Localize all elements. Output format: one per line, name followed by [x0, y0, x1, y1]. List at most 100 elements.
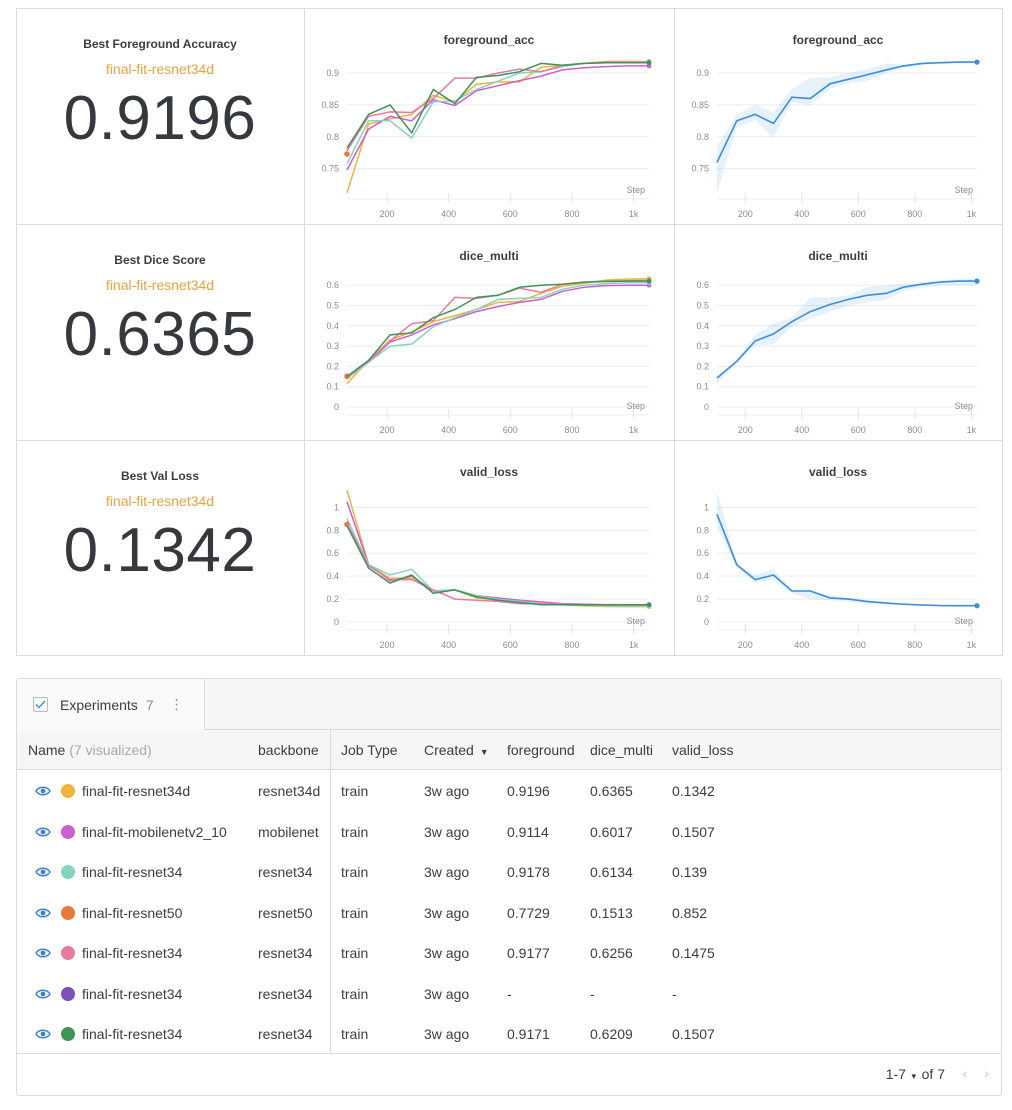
- cell-foreground: 0.9177: [507, 945, 550, 961]
- column-header-dice-multi[interactable]: dice_multi: [590, 742, 654, 758]
- table-row[interactable]: final-fit-mobilenetv2_10 mobilenet train 3w…: [17, 812, 1001, 852]
- x-tick-label: 600: [502, 640, 517, 650]
- cell-job-type: train: [341, 904, 369, 921]
- y-tick-label: 0.6: [326, 548, 339, 558]
- chart-panel-valid-loss-grouped[interactable]: valid_loss 0 0.2 0.4 0.6 0.8 1 200 400 600 800 1k S…: [673, 439, 1003, 656]
- x-axis-label: Step: [954, 401, 973, 411]
- run-name-link[interactable]: final-fit-resnet34: [82, 985, 183, 1002]
- series-line: [345, 277, 649, 384]
- chart-panel-dice-multi-grouped[interactable]: dice_multi 0 0.1 0.2 0.3 0.4 0.5 0.6 200 400 600 8…: [673, 223, 1003, 441]
- chart-panel-valid-loss-runs[interactable]: valid_loss 0 0.2 0.4 0.6 0.8 1 200 400 600 800 1k S…: [303, 439, 675, 656]
- series-point: [343, 150, 350, 157]
- table-row[interactable]: final-fit-resnet34 resnet34 train 3w ago 0.9…: [17, 1014, 1001, 1054]
- scalar-run-name: final-fit-resnet34d: [105, 60, 215, 77]
- cell-dice-multi: 0.6134: [590, 864, 633, 880]
- x-axis-label: Step: [626, 616, 645, 626]
- scalar-value: 0.9196: [63, 83, 257, 153]
- run-color-swatch[interactable]: [61, 905, 75, 920]
- run-name-link[interactable]: final-fit-resnet50: [82, 904, 183, 921]
- series-end-point: [973, 602, 980, 608]
- run-name-link[interactable]: final-fit-resnet34: [82, 864, 183, 880]
- cell-created: 3w ago: [424, 823, 470, 840]
- x-tick-label: 600: [850, 640, 865, 650]
- cell-job-type: train: [341, 783, 369, 799]
- run-name-link[interactable]: final-fit-resnet34d: [82, 783, 191, 799]
- sort-caret-icon: ▼: [479, 747, 489, 757]
- x-tick-label: 1k: [628, 425, 638, 435]
- chart-panel-foreground-acc-grouped[interactable]: foreground_acc 0.75 0.8 0.85 0.9 200 400 600 80…: [673, 7, 1003, 225]
- y-tick-label: 0.2: [326, 361, 339, 371]
- y-tick-label: 0.2: [326, 594, 339, 604]
- y-tick-label: 0.9: [696, 67, 709, 77]
- run-name-link[interactable]: final-fit-resnet34: [82, 1026, 183, 1042]
- column-header-name[interactable]: Name (7 visualized): [28, 730, 258, 770]
- cell-dice-multi: 0.6365: [590, 783, 633, 799]
- page-range-dropdown[interactable]: 1-7 ▼: [886, 1066, 918, 1082]
- table-header: Name (7 visualized) backbone Job Type Cr…: [17, 730, 1001, 770]
- eye-icon[interactable]: [35, 785, 51, 797]
- x-tick-label: 400: [794, 640, 809, 650]
- table-row[interactable]: final-fit-resnet34 resnet34 train 3w ago - - -: [17, 974, 1001, 1014]
- table-row[interactable]: final-fit-resnet50 resnet50 train 3w ago 0.7…: [17, 893, 1001, 933]
- dice-multi-grouped-chart[interactable]: 0 0.1 0.2 0.3 0.4 0.5 0.6 200 400 600 800 1k Step: [675, 225, 1003, 441]
- table-row[interactable]: final-fit-resnet34 resnet34 train 3w ago 0.9…: [17, 933, 1001, 973]
- valid-loss-runs-chart[interactable]: 0 0.2 0.4 0.6 0.8 1 200 400 600 800 1k Step: [305, 441, 675, 656]
- series-line: [345, 61, 649, 149]
- y-tick-label: 0.8: [696, 525, 709, 535]
- x-tick-label: 1k: [966, 209, 976, 219]
- eye-icon[interactable]: [35, 826, 51, 838]
- foreground-acc-runs-chart[interactable]: 0.75 0.8 0.85 0.9 200 400 600 800 1k Step: [305, 9, 675, 225]
- y-tick-label: 0.8: [326, 131, 339, 141]
- chart-panel-dice-multi-runs[interactable]: dice_multi 0 0.1 0.2 0.3 0.4 0.5 0.6 200 400 600 8…: [303, 223, 675, 441]
- table-row[interactable]: final-fit-resnet34 resnet34 train 3w ago 0.9…: [17, 852, 1001, 892]
- next-page-button[interactable]: ›: [984, 1065, 989, 1081]
- run-color-swatch[interactable]: [61, 784, 75, 798]
- confidence-band: [716, 61, 977, 193]
- eye-icon[interactable]: [35, 907, 51, 919]
- x-tick-label: 800: [907, 425, 922, 435]
- cell-valid-loss: -: [672, 985, 677, 1002]
- run-name-link[interactable]: final-fit-resnet34: [82, 945, 183, 961]
- x-tick-label: 400: [441, 425, 456, 435]
- run-name-link[interactable]: final-fit-mobilenetv2_10: [82, 823, 227, 840]
- column-header-valid-loss[interactable]: valid_loss: [672, 742, 734, 758]
- cell-dice-multi: 0.6017: [590, 823, 633, 840]
- y-tick-label: 0.4: [696, 571, 709, 581]
- run-color-swatch[interactable]: [61, 865, 75, 879]
- eye-icon[interactable]: [35, 866, 51, 878]
- run-color-swatch[interactable]: [61, 824, 75, 839]
- valid-loss-grouped-chart[interactable]: 0 0.2 0.4 0.6 0.8 1 200 400 600 800 1k Step: [675, 441, 1003, 656]
- scalar-panel-val-loss[interactable]: Best Val Loss final-fit-resnet34d 0.1342: [15, 439, 305, 656]
- scalar-panel-dice[interactable]: Best Dice Score final-fit-resnet34d 0.63…: [15, 223, 305, 441]
- select-all-checkbox[interactable]: [33, 697, 48, 712]
- column-header-created[interactable]: Created ▼: [424, 730, 504, 770]
- scalar-run-name: final-fit-resnet34d: [105, 276, 215, 293]
- cell-dice-multi: 0.6209: [590, 1026, 633, 1042]
- table-row[interactable]: final-fit-resnet34d resnet34d train 3w ago 0…: [17, 771, 1001, 811]
- cell-foreground: 0.9114: [507, 823, 549, 840]
- cell-dice-multi: -: [590, 985, 595, 1002]
- column-header-job-type[interactable]: Job Type: [341, 742, 398, 758]
- y-tick-label: 0.6: [696, 280, 709, 290]
- run-color-swatch[interactable]: [61, 986, 75, 1001]
- chart-title: valid_loss: [459, 464, 519, 479]
- dice-multi-runs-chart[interactable]: 0 0.1 0.2 0.3 0.4 0.5 0.6 200 400 600 800 1k Step: [305, 225, 675, 441]
- prev-page-button[interactable]: ‹: [962, 1065, 967, 1081]
- eye-icon[interactable]: [35, 988, 51, 1000]
- run-color-swatch[interactable]: [61, 1027, 75, 1041]
- foreground-acc-grouped-chart[interactable]: 0.75 0.8 0.85 0.9 200 400 600 800 1k Step: [675, 9, 1003, 225]
- x-tick-label: 600: [502, 425, 517, 435]
- x-tick-label: 200: [379, 209, 394, 219]
- chart-panel-foreground-acc-runs[interactable]: foreground_acc 0.75 0.8 0.85 0.9 200 400 600 80…: [303, 7, 675, 225]
- eye-icon[interactable]: [35, 1028, 51, 1040]
- run-color-swatch[interactable]: [61, 946, 75, 960]
- cell-created: 3w ago: [424, 864, 470, 880]
- eye-icon[interactable]: [35, 947, 51, 959]
- scalar-panel-foreground[interactable]: Best Foreground Accuracy final-fit-resne…: [15, 7, 305, 225]
- experiments-tab[interactable]: Experiments 7 ⋮: [17, 679, 205, 730]
- kebab-menu-icon[interactable]: ⋮: [169, 696, 184, 712]
- column-divider: [330, 730, 331, 1055]
- column-header-foreground[interactable]: foreground: [507, 742, 575, 758]
- column-header-backbone[interactable]: backbone: [258, 742, 319, 758]
- y-tick-label: 0.8: [326, 525, 339, 535]
